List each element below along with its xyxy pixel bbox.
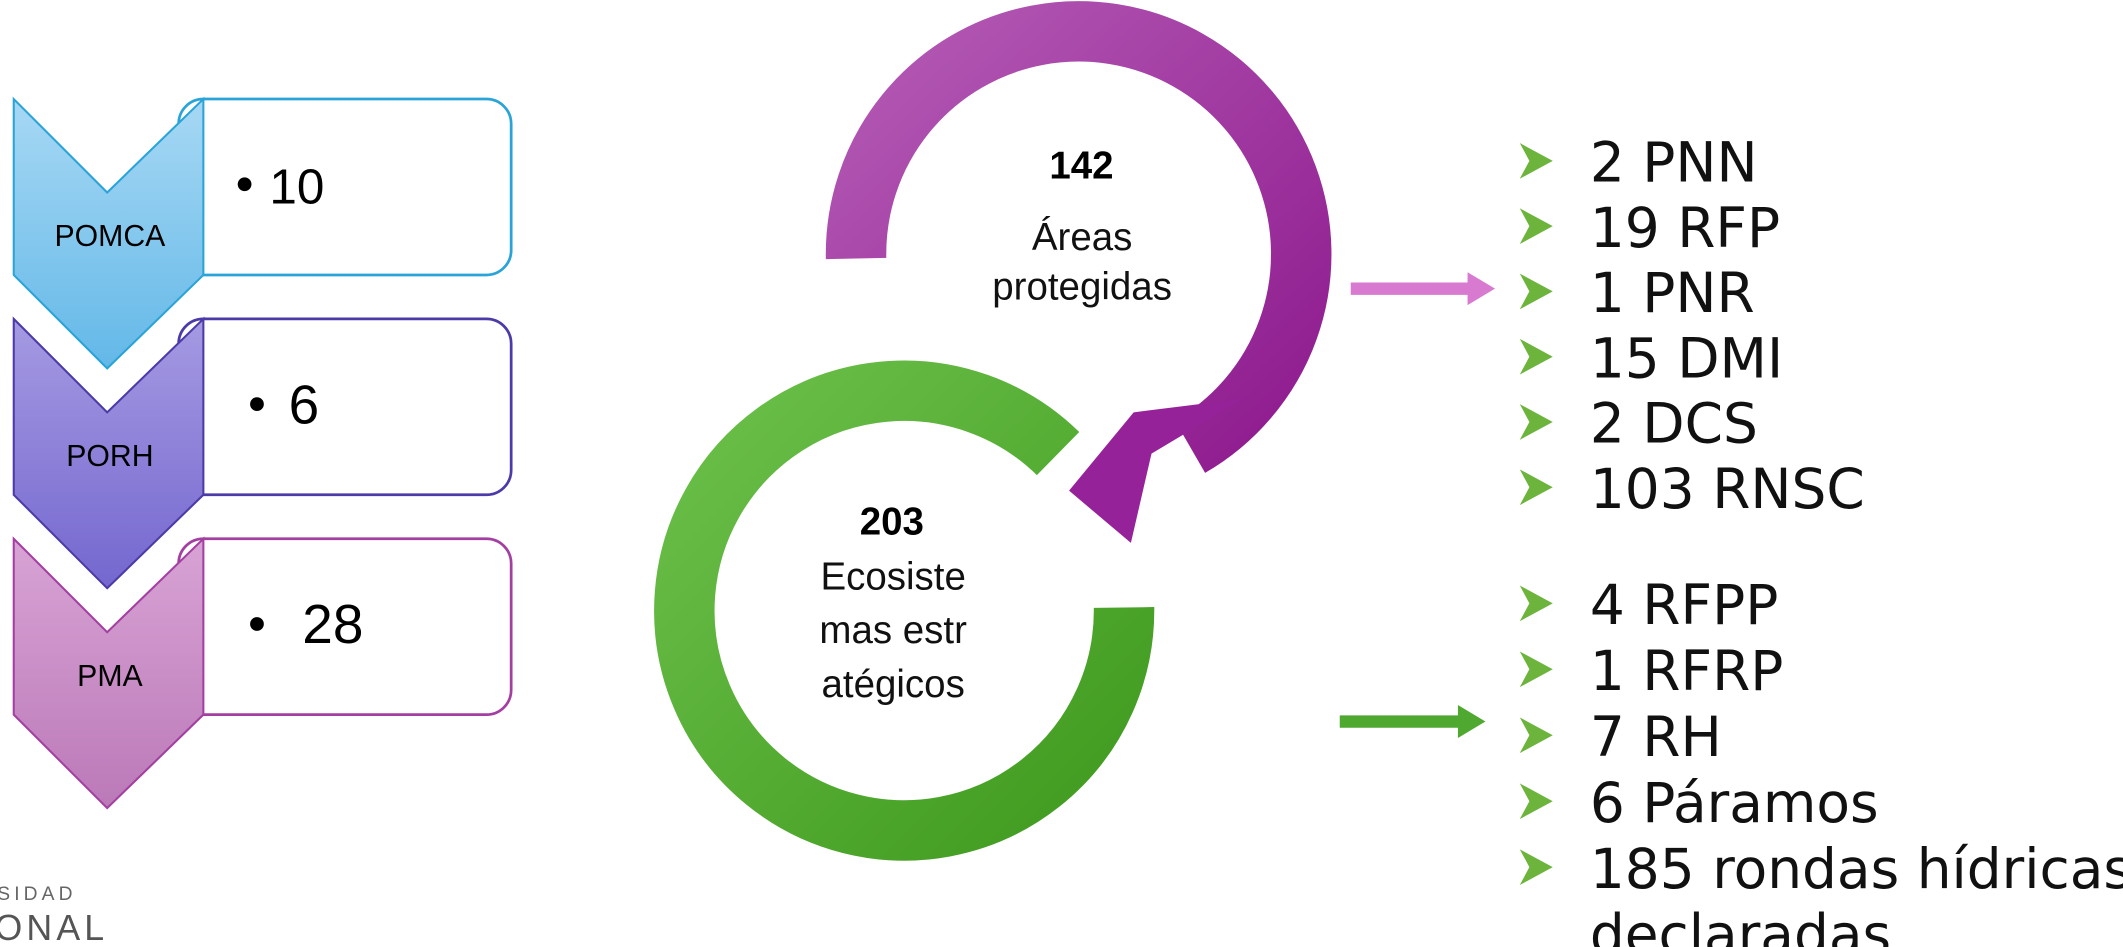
plan-value: 28 [302, 593, 363, 655]
list-item: 4 RFPP [1590, 573, 1779, 637]
list-item: 103 RNSC [1590, 457, 1865, 521]
page: POMCA 10 PORH 6 PMA 28 142 Áreas protegidas 2… [0, 0, 2123, 947]
list-marker [1520, 274, 1553, 310]
list-marker [1520, 849, 1553, 885]
list-marker [1520, 404, 1553, 440]
plan-box [179, 319, 512, 495]
list-item: 15 DMI [1590, 326, 1783, 390]
list-marker [1520, 469, 1553, 505]
list-item: 1 RFRP [1590, 639, 1784, 703]
list-item: 7 RH [1590, 705, 1722, 769]
list-marker [1520, 143, 1553, 179]
list-item: 1 PNR [1590, 261, 1755, 325]
list-item: 19 RFP [1590, 196, 1780, 260]
list-marker [1520, 783, 1553, 819]
list-item: 6 Páramos [1590, 771, 1879, 835]
cycle-label: Áreas protegidas [962, 213, 1202, 312]
arrow [1458, 705, 1485, 738]
plan-value: 10 [269, 159, 324, 214]
plan-label: PMA [77, 660, 143, 693]
bullet [250, 397, 264, 411]
logo-text: SIDAD [0, 884, 77, 905]
cycle-number: 203 [860, 501, 924, 544]
bullet [238, 177, 252, 191]
list-marker [1520, 208, 1553, 244]
list-line: declaradas [1590, 903, 1891, 947]
logo-text: ONAL [0, 908, 108, 947]
arrow [1468, 272, 1495, 305]
list-marker [1520, 339, 1553, 375]
bullet [250, 617, 264, 631]
plan-label: PORH [66, 440, 153, 473]
cycle-label-box: Ecosistemas estratégicos [804, 550, 983, 770]
plan-label: POMCA [55, 220, 167, 253]
cycle-number: 142 [1049, 145, 1113, 188]
list-marker [1520, 585, 1553, 621]
cycle-label-box: Áreas protegidas [962, 213, 1202, 323]
plan-list: POMCA 10 PORH 6 PMA 28 [14, 99, 511, 808]
list-item: 2 DCS [1590, 392, 1758, 456]
cycle-label: Ecosistemas estratégicos [812, 550, 974, 711]
list-marker [1520, 717, 1553, 753]
plan-box [179, 99, 512, 275]
list-line: 185 rondas hídricas [1590, 837, 2123, 901]
list-item: 2 PNN [1590, 131, 1758, 195]
list-marker [1520, 651, 1553, 687]
slide: POMCA 10 PORH 6 PMA 28 142 Áreas protegidas 2… [0, 0, 2123, 947]
plan-value: 6 [289, 373, 320, 435]
